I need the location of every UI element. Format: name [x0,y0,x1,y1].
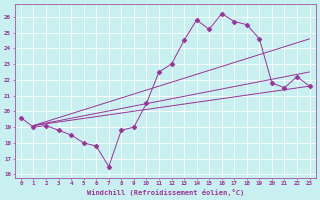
X-axis label: Windchill (Refroidissement éolien,°C): Windchill (Refroidissement éolien,°C) [87,189,244,196]
